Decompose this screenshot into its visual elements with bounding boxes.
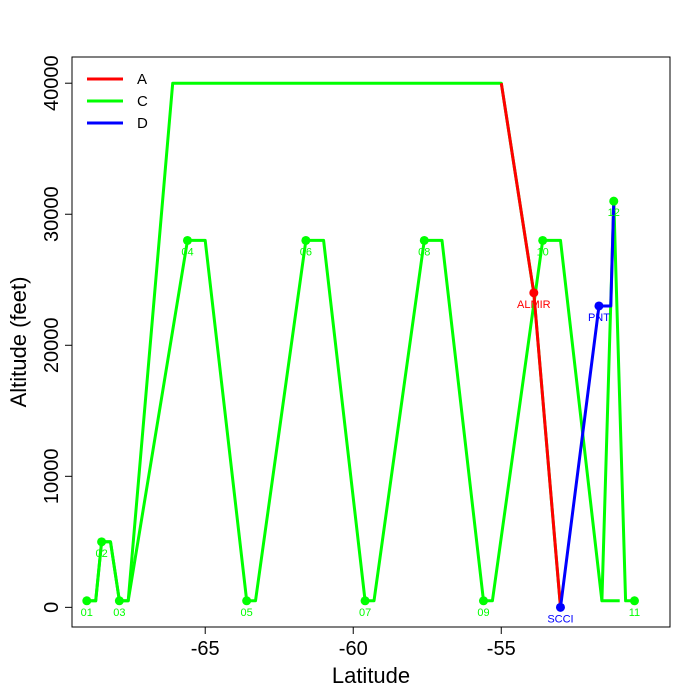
y-axis-title: Altitude (feet) — [6, 277, 31, 408]
series-d-point — [594, 301, 604, 311]
point-label: PNT — [588, 312, 610, 324]
plot-frame — [71, 56, 671, 628]
y-tick-label: 20000 — [41, 317, 63, 373]
x-axis: -65 -60 -55 — [191, 627, 516, 660]
point-label: 01 — [81, 607, 93, 619]
x-axis-title: Latitude — [332, 663, 410, 688]
series-a-point — [529, 288, 539, 298]
series-c-point — [360, 596, 370, 606]
x-tick-label: -60 — [339, 638, 368, 660]
point-label: 03 — [113, 607, 125, 619]
point-label: 11 — [629, 607, 640, 619]
y-tick-label: 0 — [41, 602, 63, 613]
series-c-point — [538, 235, 548, 245]
y-tick-label: 10000 — [41, 448, 63, 504]
point-label: SCCI — [547, 613, 573, 625]
series-c-point — [419, 235, 429, 245]
y-tick-label: 30000 — [41, 186, 63, 242]
point-label: ALMIR — [517, 299, 551, 311]
legend-label: C — [137, 93, 148, 110]
point-label: 10 — [537, 246, 549, 258]
point-label: 08 — [418, 246, 430, 258]
legend-label: A — [137, 71, 147, 88]
legend-label: D — [137, 115, 148, 132]
x-tick-label: -55 — [487, 638, 516, 660]
series-c-point — [301, 235, 311, 245]
point-label: 06 — [300, 246, 312, 258]
series-c-point — [478, 596, 488, 606]
point-label: 05 — [241, 607, 253, 619]
x-tick-label: -65 — [191, 638, 220, 660]
series-c-point — [82, 596, 92, 606]
point-label: 09 — [477, 607, 489, 619]
legend: ACD — [87, 71, 148, 132]
series-c-point — [609, 196, 619, 206]
point-label: 04 — [181, 246, 193, 258]
series-c-point — [629, 596, 639, 606]
point-label: 02 — [95, 548, 107, 560]
series-d-line — [559, 201, 616, 608]
y-axis: 0 10000 20000 30000 40000 — [41, 55, 72, 613]
series-c-point — [242, 596, 252, 606]
point-label: 07 — [359, 607, 371, 619]
series-d-point — [555, 602, 565, 612]
y-tick-label: 40000 — [41, 55, 63, 111]
plot-points: 01 02 03 04 05 06 07 08 09 10 11 12 ALMIR SCCI PNT — [81, 196, 640, 625]
series-c-point — [182, 235, 192, 245]
series-c-point — [114, 596, 124, 606]
point-label: 12 — [608, 207, 620, 219]
series-c-point — [97, 537, 107, 547]
